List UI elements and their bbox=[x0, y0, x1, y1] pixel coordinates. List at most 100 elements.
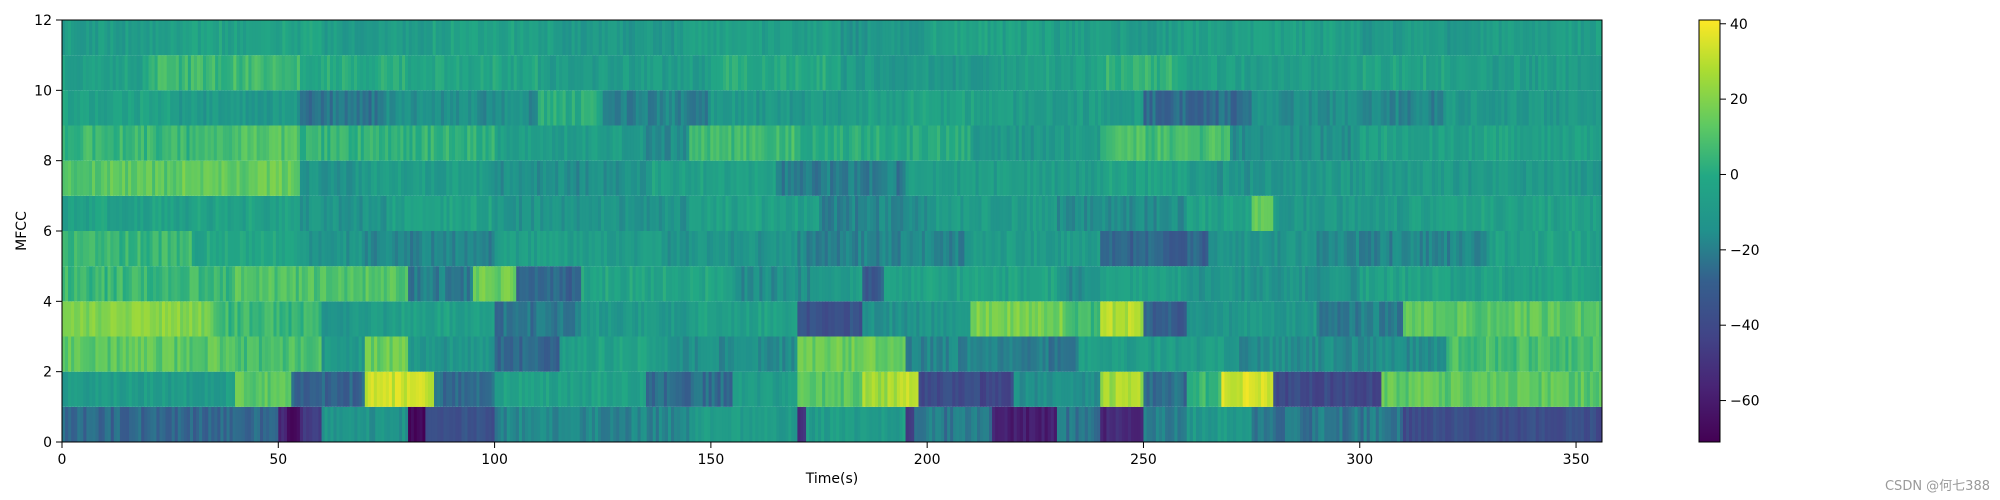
heatmap-cell bbox=[1577, 160, 1582, 196]
heatmap-cell bbox=[1211, 336, 1216, 372]
heatmap-cell bbox=[1454, 301, 1458, 337]
heatmap-cell bbox=[1202, 125, 1207, 161]
heatmap-cell bbox=[955, 231, 959, 267]
heatmap-cell bbox=[668, 266, 673, 302]
heatmap-cell bbox=[1580, 406, 1585, 442]
heatmap-cell bbox=[1550, 406, 1555, 442]
heatmap-cell bbox=[767, 301, 771, 337]
heatmap-cell bbox=[696, 371, 701, 407]
heatmap-cell bbox=[1010, 90, 1014, 126]
heatmap-cell bbox=[658, 406, 663, 442]
heatmap-cell bbox=[960, 160, 964, 196]
heatmap-cell bbox=[933, 125, 938, 161]
heatmap-cell bbox=[255, 301, 260, 337]
heatmap-cell bbox=[422, 301, 427, 337]
heatmap-cell bbox=[770, 195, 775, 231]
heatmap-cell bbox=[1380, 231, 1384, 267]
heatmap-cell bbox=[605, 266, 609, 302]
heatmap-cell bbox=[1087, 406, 1092, 442]
heatmap-cell bbox=[524, 301, 529, 337]
heatmap-cell bbox=[1324, 195, 1329, 231]
heatmap-cell bbox=[461, 195, 466, 231]
heatmap-cell bbox=[1381, 195, 1386, 231]
heatmap-cell bbox=[1231, 301, 1236, 337]
heatmap-cell bbox=[1259, 160, 1263, 196]
heatmap-cell bbox=[252, 371, 257, 407]
heatmap-cell bbox=[1117, 336, 1122, 372]
heatmap-cell bbox=[1277, 266, 1282, 302]
heatmap-cell bbox=[1374, 231, 1378, 267]
heatmap-cell bbox=[196, 406, 200, 442]
heatmap-cell bbox=[1221, 371, 1225, 407]
heatmap-cell bbox=[352, 371, 357, 407]
heatmap-cell bbox=[671, 90, 676, 126]
heatmap-cell bbox=[110, 195, 114, 231]
heatmap-cell bbox=[464, 125, 468, 161]
heatmap-cell bbox=[330, 406, 335, 442]
heatmap-cell bbox=[1432, 371, 1437, 407]
heatmap-cell bbox=[482, 371, 487, 407]
heatmap-cell bbox=[765, 266, 769, 302]
heatmap-cell bbox=[489, 90, 494, 126]
heatmap-cell bbox=[698, 406, 702, 442]
heatmap-cell bbox=[1106, 301, 1111, 337]
heatmap-cell bbox=[1053, 266, 1058, 302]
heatmap-cell bbox=[843, 266, 848, 302]
heatmap-cell bbox=[635, 90, 640, 126]
heatmap-cell bbox=[1286, 160, 1290, 196]
heatmap-cell bbox=[679, 231, 684, 267]
heatmap-cell bbox=[822, 301, 826, 337]
heatmap-cell bbox=[1047, 266, 1052, 302]
heatmap-cell bbox=[1060, 406, 1064, 442]
heatmap-cell bbox=[921, 371, 926, 407]
heatmap-cell bbox=[1019, 90, 1023, 126]
heatmap-cell bbox=[1269, 90, 1274, 126]
heatmap-cell bbox=[1028, 301, 1033, 337]
heatmap-cell bbox=[442, 266, 446, 302]
heatmap-cell bbox=[1311, 125, 1316, 161]
heatmap-cell bbox=[1217, 336, 1222, 372]
heatmap-cell bbox=[949, 125, 953, 161]
heatmap-cell bbox=[296, 125, 301, 161]
heatmap-cell bbox=[1586, 195, 1591, 231]
heatmap-cell bbox=[65, 336, 69, 372]
heatmap-cell bbox=[330, 231, 335, 267]
heatmap-cell bbox=[1053, 195, 1058, 231]
heatmap-cell bbox=[1152, 406, 1157, 442]
heatmap-cell bbox=[479, 406, 484, 442]
heatmap-cell bbox=[656, 301, 660, 337]
heatmap-cell bbox=[1532, 231, 1536, 267]
heatmap-cell bbox=[1486, 231, 1491, 267]
heatmap-cell bbox=[158, 301, 163, 337]
heatmap-cell bbox=[994, 231, 999, 267]
heatmap-cell bbox=[249, 371, 254, 407]
heatmap-cell bbox=[146, 195, 150, 231]
heatmap-cell bbox=[734, 301, 738, 337]
heatmap-cell bbox=[1507, 336, 1511, 372]
heatmap-cell bbox=[428, 160, 432, 196]
heatmap-cell bbox=[443, 160, 447, 196]
heatmap-cell bbox=[1520, 371, 1525, 407]
heatmap-cell bbox=[437, 371, 441, 407]
heatmap-cell bbox=[440, 195, 445, 231]
heatmap-cell bbox=[1143, 371, 1148, 407]
heatmap-cell bbox=[561, 371, 565, 407]
heatmap-cell bbox=[1027, 160, 1031, 196]
heatmap-cell bbox=[257, 160, 262, 196]
heatmap-cell bbox=[795, 266, 799, 302]
heatmap-cell bbox=[1190, 125, 1195, 161]
heatmap-cell bbox=[353, 266, 358, 302]
heatmap-cell bbox=[760, 371, 765, 407]
heatmap-cell bbox=[1180, 160, 1185, 196]
heatmap-cell bbox=[776, 336, 780, 372]
heatmap-cell bbox=[1466, 406, 1470, 442]
heatmap-cell bbox=[606, 371, 611, 407]
heatmap-cell bbox=[299, 160, 304, 196]
heatmap-cell bbox=[652, 160, 656, 196]
heatmap-cell bbox=[218, 195, 223, 231]
heatmap-cell bbox=[1162, 371, 1166, 407]
heatmap-cell bbox=[776, 231, 780, 267]
heatmap-cell bbox=[746, 231, 750, 267]
heatmap-cell bbox=[405, 266, 409, 302]
heatmap-cell bbox=[785, 231, 789, 267]
